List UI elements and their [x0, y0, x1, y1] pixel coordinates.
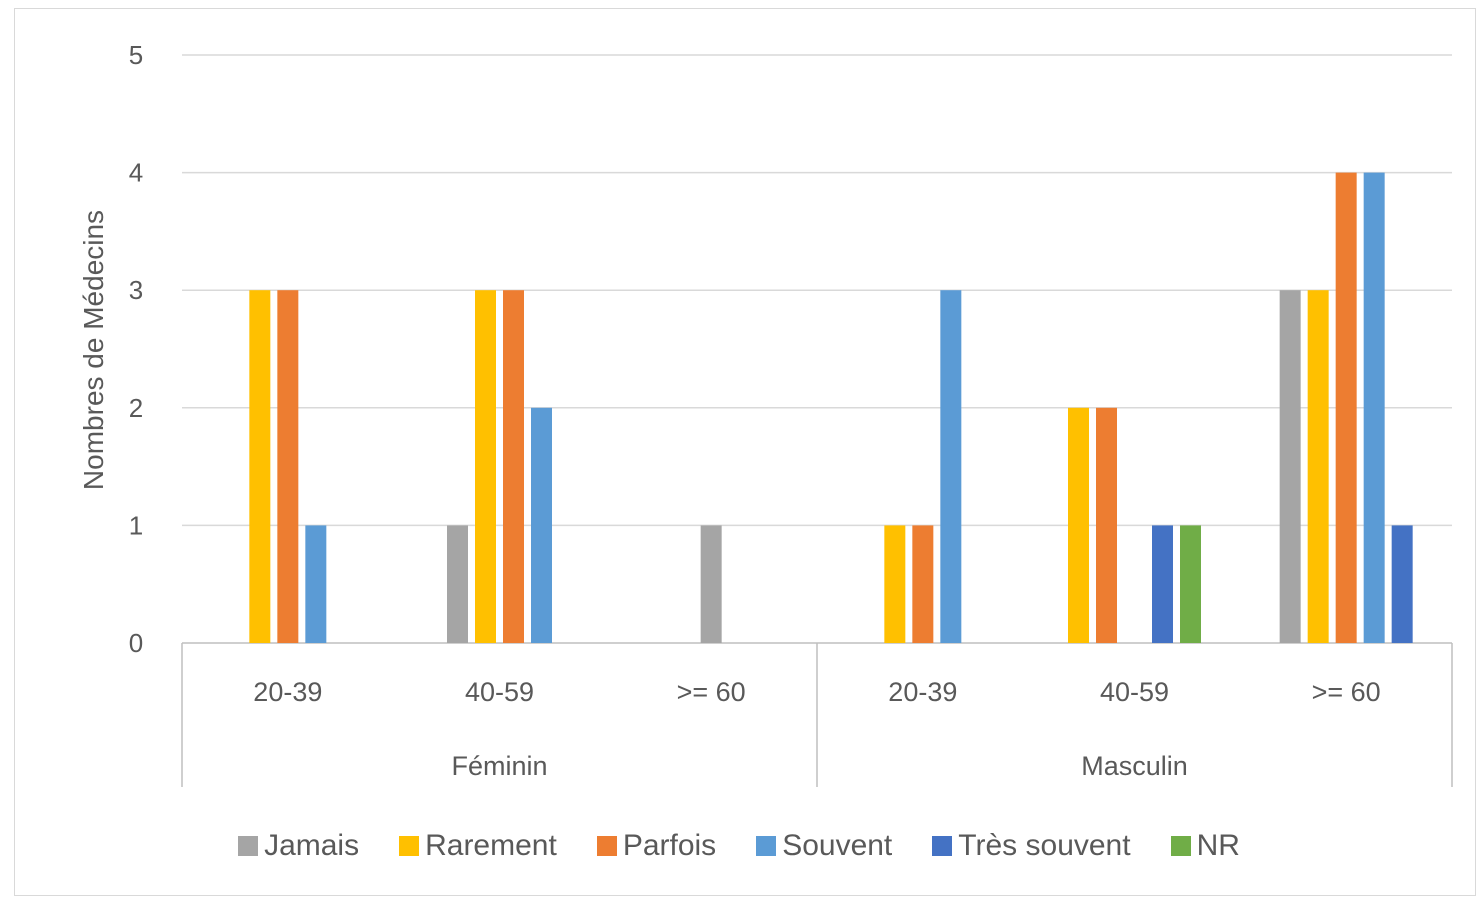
bar-jamais: [700, 525, 722, 643]
x-group-label: Masculin: [1081, 751, 1188, 781]
legend-swatch: [596, 836, 617, 856]
legend-item: NR: [1170, 829, 1240, 863]
legend-item: Rarement: [399, 829, 557, 863]
legend-label: Souvent: [782, 829, 893, 862]
legend-swatch: [399, 836, 420, 856]
bars: [249, 172, 1413, 643]
bar-parfois: [912, 525, 934, 643]
legend-label: NR: [1196, 829, 1240, 862]
legend-label: Très souvent: [958, 829, 1131, 862]
bar-parfois: [1335, 172, 1357, 643]
x-tick-label: 40-59: [1100, 677, 1169, 707]
x-tick-label: 40-59: [465, 677, 534, 707]
bar-parfois: [1096, 407, 1117, 643]
legend-item: Très souvent: [932, 829, 1131, 863]
bar-parfois: [503, 290, 524, 643]
legend-swatch: [238, 836, 259, 856]
legend: Jamais Rarement Parfois Souvent Très souvent…: [0, 824, 1478, 868]
y-axis-label: Nombres de Médecins: [78, 210, 109, 490]
x-tick-label: 20-39: [888, 677, 957, 707]
x-tick-label: 20-39: [253, 677, 322, 707]
legend-label: Parfois: [622, 829, 717, 862]
legend-label: Rarement: [425, 829, 557, 862]
x-tick-label: >= 60: [677, 677, 746, 707]
legend-swatch: [932, 836, 953, 856]
bar-souvent: [531, 407, 552, 643]
bar-trs-souvent: [1152, 525, 1173, 643]
bar-rarement: [249, 290, 271, 643]
x-axis: 20-39 40-59 >= 60 Féminin 20-39 40-59 >= 60 Mas…: [181, 643, 1453, 787]
bar-souvent: [1363, 172, 1385, 643]
bar-nr: [1180, 525, 1201, 643]
bar-souvent: [305, 525, 327, 643]
grouped-bar-chart: 0 1 2 3 4 5 Nombres de Médecins 20-39 40-59 >= …: [78, 40, 1453, 787]
x-group-label: Féminin: [451, 751, 547, 781]
y-tick-label: 5: [129, 40, 143, 70]
bar-souvent: [940, 290, 962, 643]
chart-frame: [14, 8, 1476, 896]
legend-item: Parfois: [596, 829, 717, 863]
y-tick-label: 1: [129, 510, 143, 540]
bar-rarement: [475, 290, 496, 643]
legend-swatch: [1170, 836, 1191, 856]
legend-swatch: [756, 836, 777, 856]
bar-parfois: [277, 290, 299, 643]
bar-rarement: [1307, 290, 1329, 643]
bar-trs-souvent: [1391, 525, 1413, 643]
bar-rarement: [884, 525, 906, 643]
legend-item: Souvent: [756, 829, 892, 863]
gridlines: [182, 54, 1452, 644]
bar-jamais: [1279, 290, 1301, 643]
x-tick-label: >= 60: [1312, 677, 1381, 707]
legend-item: Jamais: [238, 829, 359, 863]
y-tick-label: 2: [129, 393, 143, 423]
legend-label: Jamais: [264, 829, 360, 862]
y-tick-label: 4: [129, 158, 143, 188]
y-tick-label: 3: [129, 275, 143, 305]
y-tick-label: 0: [129, 628, 143, 658]
bar-jamais: [447, 525, 468, 643]
bar-rarement: [1068, 407, 1089, 643]
y-axis-ticks: 0 1 2 3 4 5: [129, 40, 143, 658]
